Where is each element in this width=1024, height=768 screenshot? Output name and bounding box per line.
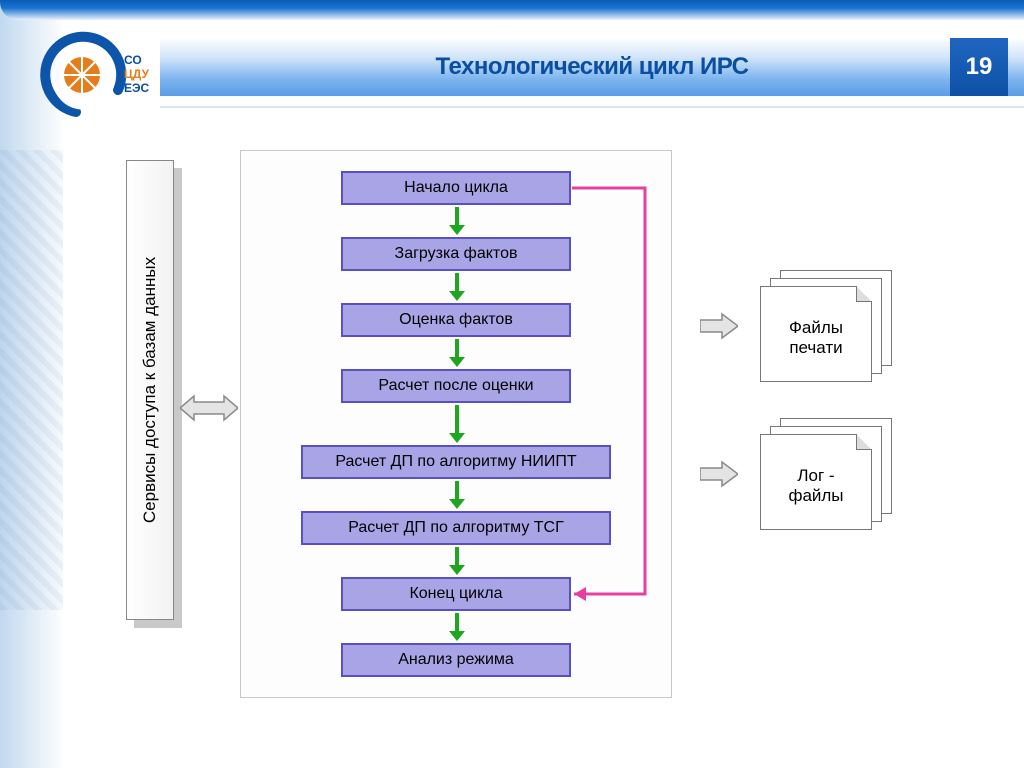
file-stack-label-1: Лог -файлы [760, 466, 872, 506]
page-title: Технологический цикл ИРС [436, 53, 749, 81]
output-arrow-1 [700, 460, 738, 493]
flow-node-n1: Начало цикла [341, 171, 571, 205]
page-number-badge: 19 [950, 38, 1008, 96]
flow-node-n4: Расчет после оценки [341, 369, 571, 403]
file-stack-1: Лог -файлы [760, 418, 910, 538]
file-stack-0: Файлыпечати [760, 270, 910, 390]
sidebar-label: Сервисы доступа к базам данных [140, 257, 160, 523]
top-curve [0, 0, 1024, 20]
flow-node-n6: Расчет ДП по алгоритму ТСГ [301, 511, 611, 545]
flow-node-n3: Оценка фактов [341, 303, 571, 337]
file-stack-label-0: Файлыпечати [760, 318, 872, 358]
title-underline [160, 106, 1024, 108]
logo-text-2: ЦДУ [124, 67, 149, 81]
left-faded-photo [0, 150, 63, 610]
title-bar: Технологический цикл ИРС [160, 38, 1024, 96]
page-number: 19 [966, 53, 993, 81]
flow-node-n8: Анализ режима [341, 643, 571, 677]
logo: СО ЦДУ ЕЭС [40, 30, 155, 120]
sidebar-db-services: Сервисы доступа к базам данных [126, 160, 174, 620]
flow-node-n5: Расчет ДП по алгоритму НИИПТ [301, 445, 611, 479]
output-arrow-0 [700, 312, 738, 345]
logo-text-3: ЕЭС [124, 81, 150, 95]
flow-node-n2: Загрузка фактов [341, 237, 571, 271]
feedback-path [241, 151, 673, 699]
flow-node-n7: Конец цикла [341, 577, 571, 611]
flowchart-container: Начало цикла Загрузка фактов Оценка фактов… [240, 150, 672, 698]
logo-text-1: СО [124, 53, 142, 67]
bidirectional-arrow-icon [180, 394, 238, 422]
logo-arc-icon [45, 37, 121, 112]
